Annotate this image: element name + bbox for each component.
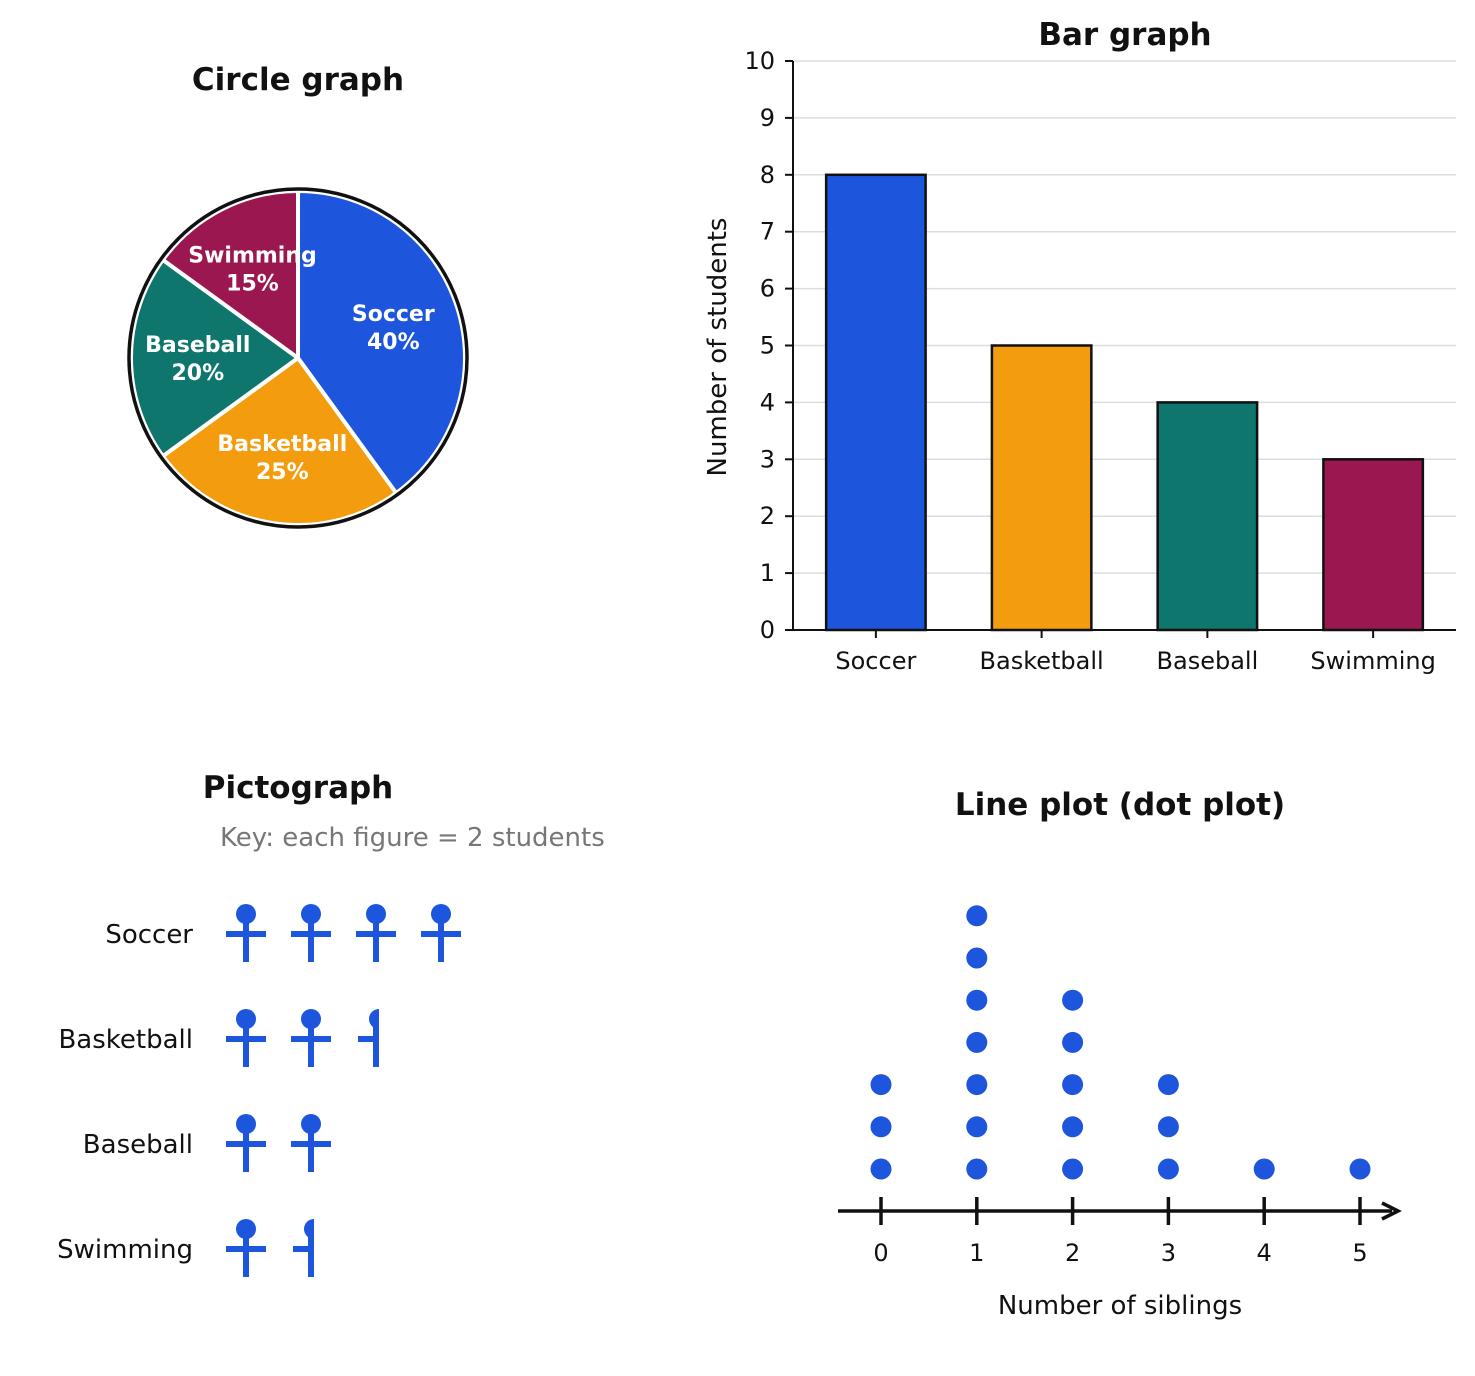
- dot-plot-dot: [870, 1074, 892, 1096]
- dot-plot-dot: [1349, 1158, 1371, 1180]
- bar-y-tick-label: 10: [744, 47, 775, 75]
- dot-plot-dot: [966, 1158, 988, 1180]
- pictograph-row-label: Swimming: [57, 1235, 193, 1265]
- pictograph-rows: Soccer Basketball Baseball Swimming: [57, 904, 461, 1277]
- dot-plot-dot: [1062, 989, 1084, 1011]
- dot-plot-dot: [966, 947, 988, 969]
- dot-plot-tick-label: 3: [1161, 1239, 1176, 1267]
- dot-plot-dot: [1062, 1074, 1084, 1096]
- bar-y-tick-label: 6: [760, 275, 775, 303]
- pie-label-swimming: Swimming: [188, 244, 317, 269]
- pie-percent-soccer: 40%: [367, 330, 420, 355]
- bar-y-tick-label: 3: [760, 445, 775, 473]
- person-figure-icon: [226, 904, 266, 962]
- dot-plot-dot: [1157, 1074, 1179, 1096]
- bar-x-tick-label: Baseball: [1157, 647, 1259, 675]
- dot-plot: Line plot (dot plot) 0 1 2 3 4 5 Number of si…: [838, 787, 1402, 1321]
- person-figure-icon: [291, 904, 331, 962]
- pictograph-row-label: Basketball: [58, 1025, 193, 1055]
- person-figure-icon: [356, 904, 396, 962]
- pie-slice-basketball: [160, 356, 399, 527]
- pie-label-soccer: Soccer: [352, 302, 435, 327]
- bar-graph-title: Bar graph: [1038, 17, 1211, 53]
- bar-x-tick-label: Soccer: [835, 647, 916, 675]
- bar-y-tick-label: 4: [760, 388, 775, 416]
- bar-y-tick-label: 5: [760, 332, 775, 360]
- pie-label-baseball: Baseball: [145, 333, 250, 358]
- dot-plot-dot: [1157, 1158, 1179, 1180]
- person-figure-icon: [421, 904, 461, 962]
- dot-plot-dot: [966, 1074, 988, 1096]
- dot-plot-dot: [870, 1158, 892, 1180]
- number-line-arrow: [1381, 1201, 1402, 1221]
- dot-plot-dot: [966, 1116, 988, 1138]
- pictograph-row-basketball: Basketball: [58, 1009, 379, 1067]
- bar-y-ticks: 0 1 2 3 4 5 6 7 8 9 10: [744, 47, 793, 644]
- dot-plot-dot: [966, 1031, 988, 1053]
- pictograph-row-label: Soccer: [105, 920, 193, 950]
- dot-plot-dot: [1062, 1116, 1084, 1138]
- dot-plot-ticks: 0 1 2 3 4 5: [873, 1197, 1368, 1267]
- bar-x-ticks: Soccer Basketball Baseball Swimming: [835, 630, 1436, 675]
- pie-slices: [129, 189, 467, 527]
- dot-plot-dot: [870, 1116, 892, 1138]
- pie-slice-swimming: [160, 189, 300, 360]
- person-figure-icon: [291, 1114, 331, 1172]
- dot-plot-dot: [966, 905, 988, 927]
- half-figure-icon: [293, 1219, 314, 1277]
- pie-outline: [127, 187, 469, 529]
- bar-y-tick-label: 0: [760, 616, 775, 644]
- dot-plot-tick-label: 0: [873, 1239, 888, 1267]
- bar-y-tick-label: 8: [760, 161, 775, 189]
- bar-bars: [824, 173, 1425, 632]
- pie-percent-swimming: 15%: [226, 272, 279, 297]
- person-figure-icon: [226, 1114, 266, 1172]
- circle-graph-title: Circle graph: [192, 62, 404, 98]
- bar-swimming: [1322, 458, 1425, 632]
- bar-basketball: [990, 344, 1093, 632]
- dot-plot-dot: [1157, 1116, 1179, 1138]
- pie-slice-baseball: [129, 257, 300, 459]
- dot-plot-dot: [1062, 1031, 1084, 1053]
- bar-y-tick-label: 9: [760, 104, 775, 132]
- bar-x-tick-label: Swimming: [1310, 647, 1435, 675]
- dot-plot-dot: [966, 989, 988, 1011]
- circle-graph: Circle graph Soccer 40% Basketball 25% Baseb…: [127, 62, 469, 529]
- dot-plot-tick-label: 1: [969, 1239, 984, 1267]
- pie-percent-baseball: 20%: [171, 361, 224, 386]
- person-figure-icon: [226, 1219, 266, 1277]
- bar-y-tick-label: 1: [760, 559, 775, 587]
- dot-plot-tick-label: 5: [1352, 1239, 1367, 1267]
- pictograph-title: Pictograph: [203, 770, 394, 806]
- pictograph-row-swimming: Swimming: [57, 1219, 314, 1277]
- bar-x-tick-label: Basketball: [980, 647, 1104, 675]
- bar-soccer: [824, 173, 927, 632]
- dot-plot-dots: [870, 905, 1371, 1180]
- pictograph-row-baseball: Baseball: [83, 1114, 331, 1172]
- pie-labels: Soccer 40% Basketball 25% Baseball 20% Swimmin…: [145, 244, 435, 485]
- pie-percent-basketball: 25%: [256, 460, 309, 485]
- dot-plot-x-label: Number of siblings: [998, 1291, 1242, 1321]
- dot-plot-dot: [1253, 1158, 1275, 1180]
- bar-graph: Bar graph 0 1 2 3 4 5 6 7 8 9 10 Soccer Basketball B…: [703, 17, 1456, 675]
- pictograph-row-soccer: Soccer: [105, 904, 461, 962]
- pictograph: Pictograph Key: each figure = 2 students…: [57, 770, 605, 1277]
- person-figure-icon: [291, 1009, 331, 1067]
- dot-plot-tick-label: 4: [1257, 1239, 1272, 1267]
- bar-y-axis-label: Number of students: [703, 218, 733, 477]
- pictograph-key: Key: each figure = 2 students: [220, 823, 605, 853]
- bar-baseball: [1156, 401, 1259, 632]
- dot-plot-tick-label: 2: [1065, 1239, 1080, 1267]
- pie-slice-soccer: [296, 189, 467, 496]
- person-figure-icon: [226, 1009, 266, 1067]
- dot-plot-title: Line plot (dot plot): [955, 787, 1285, 823]
- bar-y-tick-label: 7: [760, 218, 775, 246]
- bar-y-tick-label: 2: [760, 502, 775, 530]
- pie-label-basketball: Basketball: [217, 432, 347, 457]
- half-figure-icon: [358, 1009, 379, 1067]
- pictograph-row-label: Baseball: [83, 1130, 193, 1160]
- dot-plot-dot: [1062, 1158, 1084, 1180]
